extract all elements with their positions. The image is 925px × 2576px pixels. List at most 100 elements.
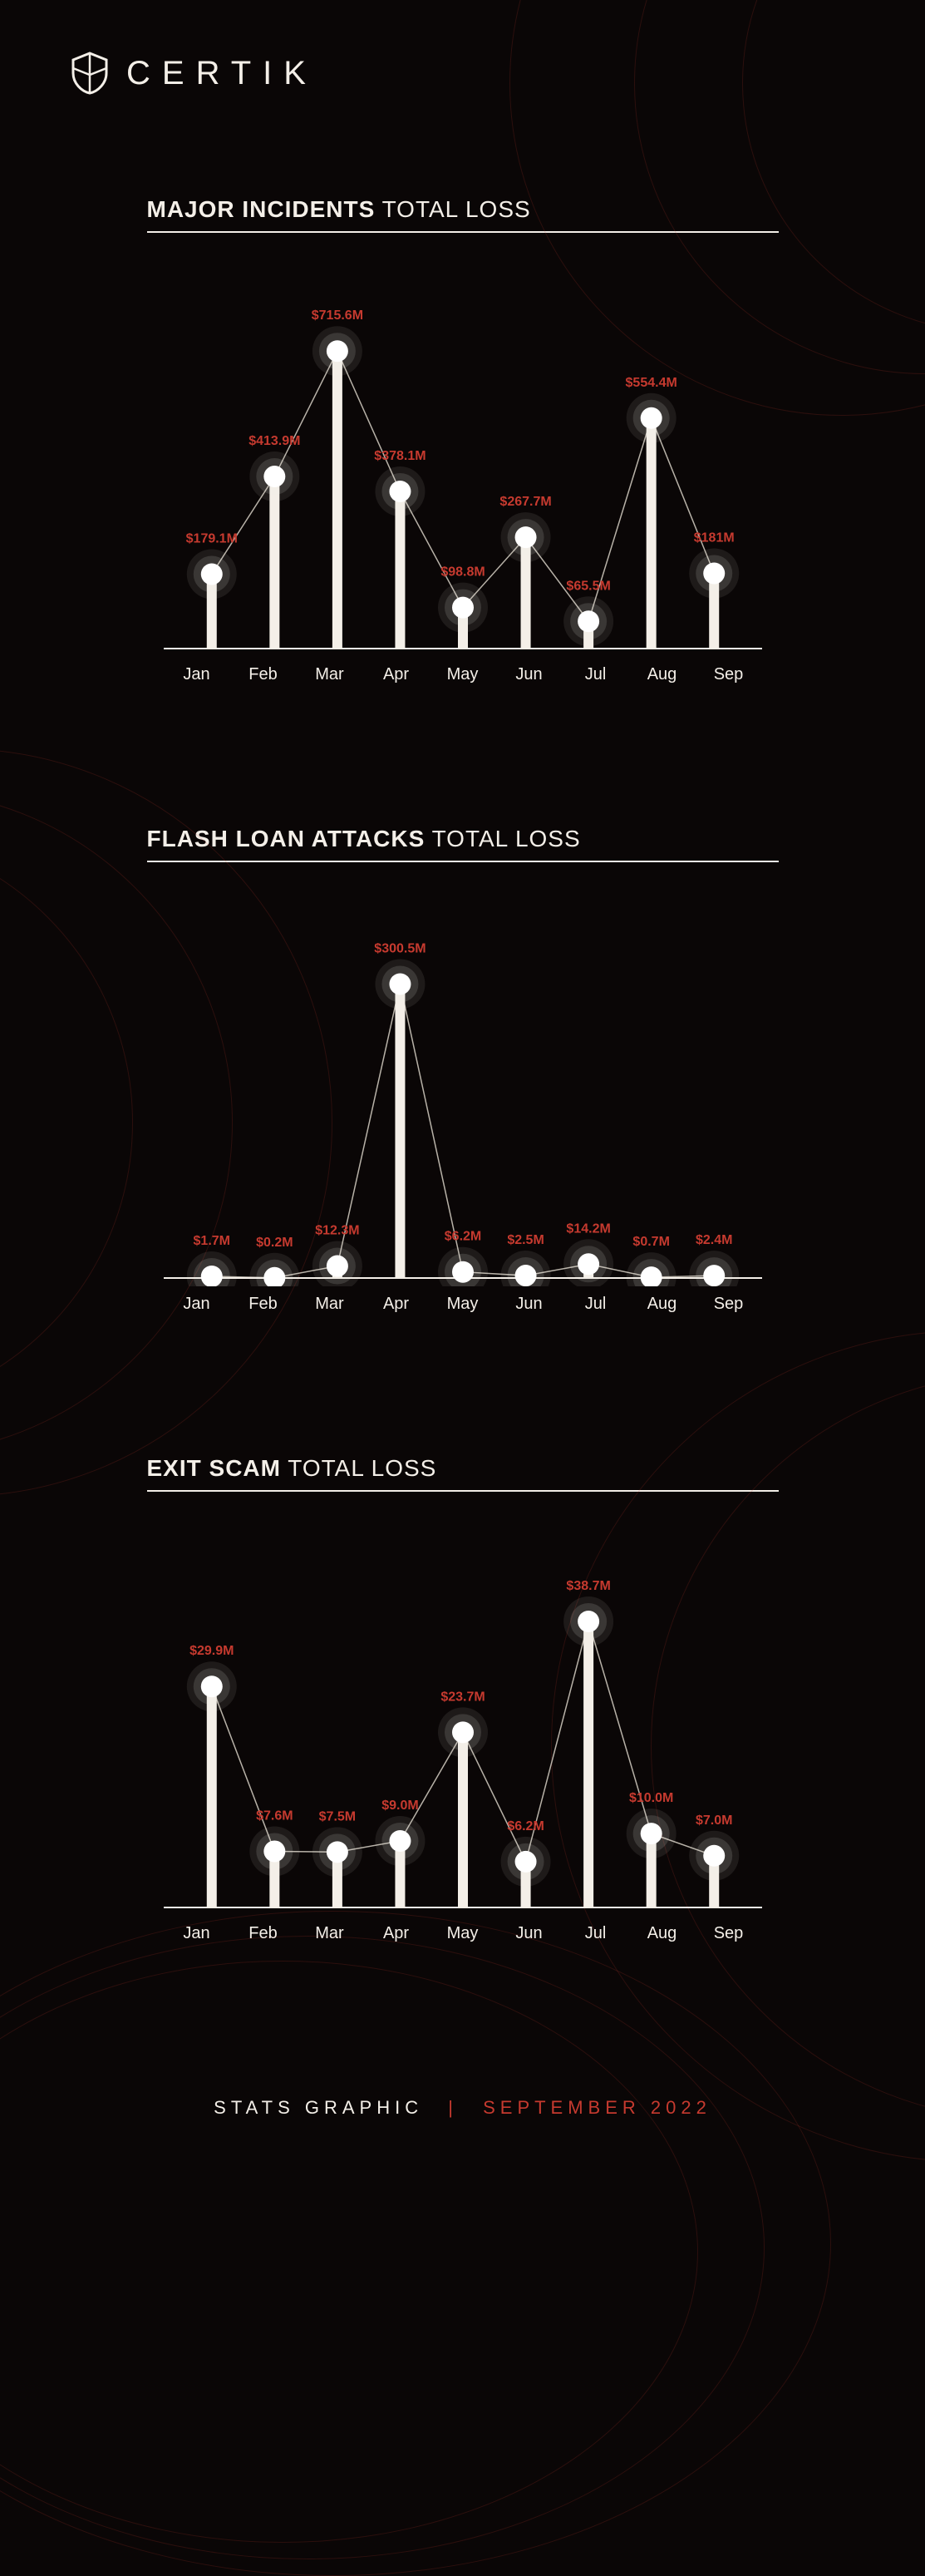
x-label: Apr — [363, 1924, 430, 1943]
decor-wire — [0, 1936, 765, 2559]
marker-dot — [514, 1265, 536, 1286]
marker-dot — [200, 563, 222, 585]
value-label: $2.5M — [507, 1233, 544, 1247]
marker-dot — [640, 407, 662, 429]
chart-area: $1.7M$0.2M$12.3M$300.5M$6.2M$2.5M$14.2M$… — [164, 896, 762, 1314]
lollipop-stem — [332, 351, 342, 649]
chart-flash-loan: FLASH LOAN ATTACKS TOTAL LOSS$1.7M$0.2M$… — [147, 826, 779, 1314]
infographic-page: CERTIK MAJOR INCIDENTS TOTAL LOSS $179.1M… — [0, 0, 925, 2160]
chart-exit-scam: EXIT SCAM TOTAL LOSS $29.9M $7.6M $7.5M $9.0… — [147, 1455, 779, 1943]
value-label: $98.8M — [440, 565, 485, 580]
x-label: Sep — [696, 1924, 762, 1943]
value-label: $7.6M — [256, 1809, 293, 1823]
value-label: $7.5M — [318, 1809, 355, 1823]
marker-dot — [326, 1256, 347, 1277]
value-label: $2.4M — [695, 1233, 731, 1247]
marker-dot — [703, 1845, 725, 1867]
x-label: Feb — [230, 1295, 297, 1314]
title-rule — [147, 231, 779, 233]
x-label: Aug — [629, 665, 696, 684]
marker-dot — [703, 563, 725, 585]
footer-sep: | — [448, 2097, 458, 2118]
x-label: Sep — [696, 1295, 762, 1314]
x-label: Jul — [563, 665, 629, 684]
lollipop-stem — [583, 1621, 593, 1907]
shield-icon — [66, 50, 113, 96]
title-rule — [147, 861, 779, 862]
x-label: Mar — [297, 1924, 363, 1943]
marker-dot — [452, 1261, 474, 1283]
x-label: Aug — [629, 1924, 696, 1943]
brand-logo: CERTIK — [66, 50, 925, 96]
value-label: $6.2M — [444, 1230, 480, 1244]
decor-wire — [0, 1911, 831, 2576]
decor-wire — [0, 1961, 698, 2543]
x-label: Jan — [164, 665, 230, 684]
value-label: $267.7M — [499, 495, 551, 509]
lollipop-chart: $29.9M $7.6M $7.5M $9.0M $23.7M $6.2M $38.7M $1… — [164, 1525, 762, 1916]
value-label: $554.4M — [625, 376, 677, 390]
value-label: $378.1M — [374, 449, 426, 463]
x-label: Jun — [496, 1295, 563, 1314]
x-label: May — [430, 665, 496, 684]
lollipop-stem — [646, 418, 656, 649]
x-label: Aug — [629, 1295, 696, 1314]
value-label: $23.7M — [440, 1690, 485, 1704]
marker-dot — [200, 1266, 222, 1286]
chart-area: $179.1M $413.9M $715.6M $378.1M $98.8M $267.7… — [164, 266, 762, 684]
value-label: $29.9M — [189, 1644, 234, 1658]
x-label: Feb — [230, 665, 297, 684]
marker-dot — [578, 1611, 599, 1632]
lollipop-stem — [206, 1686, 216, 1907]
x-label: Jul — [563, 1295, 629, 1314]
chart-major-incidents: MAJOR INCIDENTS TOTAL LOSS $179.1M $413.9M… — [147, 196, 779, 684]
x-label: May — [430, 1924, 496, 1943]
x-axis-labels: JanFebMarAprMayJunJulAugSep — [164, 665, 762, 684]
value-label: $6.2M — [507, 1819, 544, 1833]
lollipop-stem — [395, 984, 405, 1278]
value-label: $413.9M — [248, 434, 300, 448]
x-label: Jan — [164, 1924, 230, 1943]
footer-left: STATS GRAPHIC — [214, 2097, 423, 2118]
x-axis-labels: JanFebMarAprMayJunJulAugSep — [164, 1295, 762, 1314]
value-label: $9.0M — [381, 1799, 418, 1813]
marker-dot — [326, 340, 347, 362]
charts-container: MAJOR INCIDENTS TOTAL LOSS $179.1M $413.9M… — [0, 196, 925, 1943]
value-label: $38.7M — [566, 1579, 610, 1593]
x-label: Sep — [696, 665, 762, 684]
marker-dot — [452, 1721, 474, 1743]
x-label: Jul — [563, 1924, 629, 1943]
value-label: $10.0M — [628, 1791, 672, 1805]
value-label: $715.6M — [311, 308, 362, 323]
marker-dot — [514, 1851, 536, 1873]
chart-title: MAJOR INCIDENTS TOTAL LOSS — [147, 196, 779, 223]
marker-dot — [389, 1830, 411, 1852]
x-axis-labels: JanFebMarAprMayJunJulAugSep — [164, 1924, 762, 1943]
marker-dot — [578, 610, 599, 632]
chart-area: $29.9M $7.6M $7.5M $9.0M $23.7M $6.2M $38.7M $1… — [164, 1525, 762, 1943]
lollipop-stem — [458, 1732, 468, 1907]
marker-dot — [389, 973, 411, 994]
value-label: $179.1M — [185, 531, 237, 545]
chart-title: EXIT SCAM TOTAL LOSS — [147, 1455, 779, 1482]
marker-dot — [703, 1265, 725, 1286]
footer-right: SEPTEMBER 2022 — [483, 2097, 711, 2118]
chart-title: FLASH LOAN ATTACKS TOTAL LOSS — [147, 826, 779, 852]
title-rule — [147, 1490, 779, 1492]
lollipop-chart: $179.1M $413.9M $715.6M $378.1M $98.8M $267.7… — [164, 266, 762, 657]
marker-dot — [578, 1253, 599, 1275]
value-label: $0.2M — [256, 1236, 293, 1250]
x-label: Jun — [496, 665, 563, 684]
brand-name: CERTIK — [126, 55, 317, 92]
marker-dot — [514, 526, 536, 548]
lollipop-chart: $1.7M$0.2M$12.3M$300.5M$6.2M$2.5M$14.2M$… — [164, 896, 762, 1286]
marker-dot — [640, 1823, 662, 1844]
value-label: $7.0M — [695, 1814, 731, 1828]
value-label: $181M — [693, 531, 734, 545]
marker-dot — [326, 1841, 347, 1863]
marker-dot — [263, 466, 285, 487]
marker-dot — [263, 1840, 285, 1862]
x-label: Apr — [363, 1295, 430, 1314]
value-label: $65.5M — [566, 579, 610, 593]
value-label: $12.3M — [315, 1224, 359, 1238]
